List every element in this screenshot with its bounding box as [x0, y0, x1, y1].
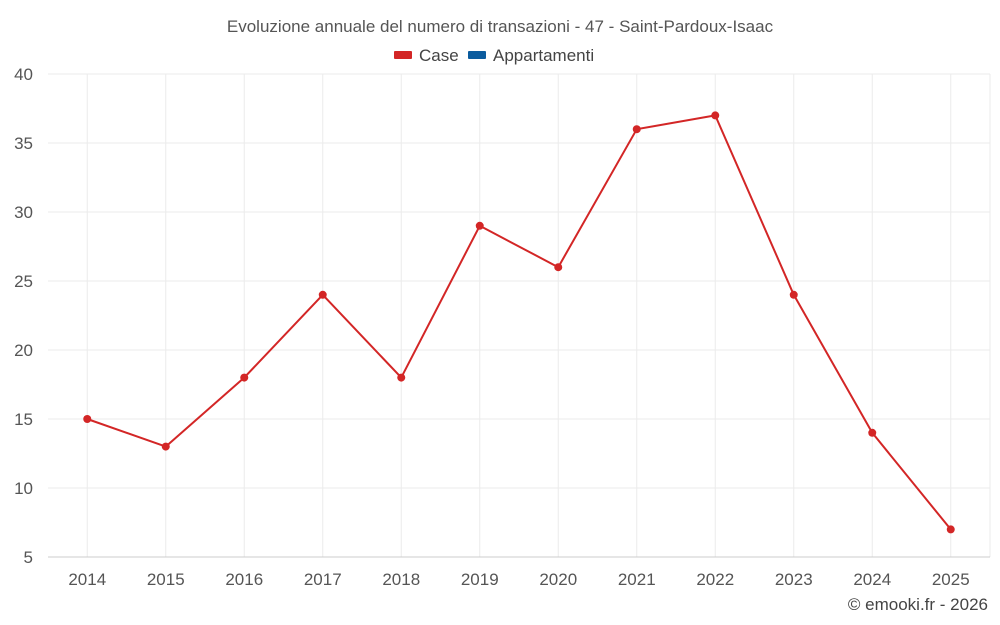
data-point-2025[interactable]	[946, 525, 955, 534]
y-tick-label: 35	[14, 134, 33, 153]
y-tick-label: 25	[14, 272, 33, 291]
data-point-2019[interactable]	[475, 221, 484, 230]
data-point-2014[interactable]	[83, 415, 92, 423]
data-point-2018[interactable]	[397, 373, 406, 382]
data-point-2020[interactable]	[554, 263, 563, 272]
y-tick-label: 40	[14, 65, 33, 84]
x-tick-label: 2015	[147, 570, 185, 589]
grid	[48, 73, 991, 558]
legend-item-appartamenti[interactable]: Appartamenti	[468, 46, 594, 65]
y-tick-label: 30	[14, 203, 33, 222]
data-point-2022[interactable]	[711, 111, 720, 120]
x-tick-label: 2023	[775, 570, 813, 589]
data-point-2024[interactable]	[868, 428, 877, 437]
legend-label-appartamenti: Appartamenti	[493, 46, 594, 65]
x-tick-label: 2019	[461, 570, 499, 589]
legend: Case Appartamenti	[394, 46, 594, 65]
y-tick-label: 15	[14, 410, 33, 429]
data-point-2021[interactable]	[632, 125, 641, 134]
legend-swatch-appartamenti	[468, 51, 486, 59]
legend-swatch-case	[394, 51, 412, 59]
legend-item-case[interactable]: Case	[394, 46, 459, 65]
x-tick-label: 2025	[932, 570, 970, 589]
data-point-2015[interactable]	[161, 442, 170, 451]
chart-title: Evoluzione annuale del numero di transaz…	[227, 17, 774, 36]
x-tick-label: 2018	[382, 570, 420, 589]
series-line-case	[86, 114, 952, 531]
credit-text: © emooki.fr - 2026	[848, 595, 988, 614]
y-tick-label: 20	[14, 341, 33, 360]
data-point-2023[interactable]	[789, 290, 798, 299]
legend-label-case: Case	[419, 46, 459, 65]
data-point-2016[interactable]	[240, 373, 249, 382]
x-tick-label: 2020	[539, 570, 577, 589]
data-point-2017[interactable]	[318, 290, 327, 299]
x-tick-label: 2022	[696, 570, 734, 589]
y-tick-label: 10	[14, 479, 33, 498]
x-tick-label: 2014	[68, 570, 106, 589]
y-axis-ticks: 5 10 15 20 25 30 35 40	[14, 65, 33, 567]
x-tick-label: 2017	[304, 570, 342, 589]
y-tick-label: 5	[24, 548, 33, 567]
series-group	[83, 111, 955, 534]
x-tick-label: 2024	[853, 570, 891, 589]
x-tick-label: 2021	[618, 570, 656, 589]
x-tick-label: 2016	[225, 570, 263, 589]
x-axis-ticks: 2014 2015 2016 2017 2018 2019 2020 2021 2022 2023…	[68, 570, 969, 589]
